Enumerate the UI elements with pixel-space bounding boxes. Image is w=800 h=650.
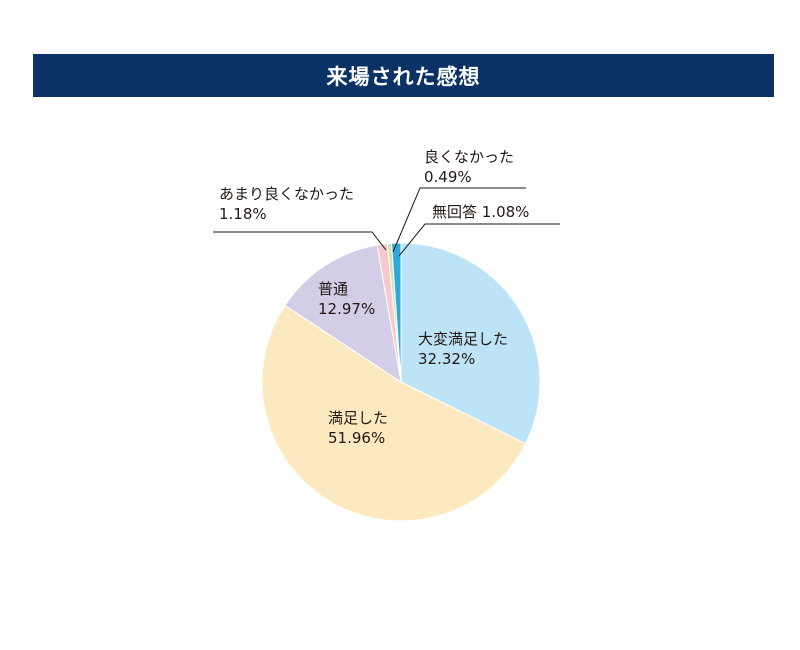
slice-5-value-label: 0.49% <box>424 168 472 186</box>
slice-3-wedge <box>284 244 402 384</box>
slice-2-name-label: 満足した <box>328 409 388 427</box>
slice-3-name-label: 普通 <box>318 280 348 298</box>
slice-1-wedge <box>400 242 541 445</box>
chart-title: 来場された感想 <box>326 64 481 89</box>
chart-title-bar: 来場された感想 <box>33 54 774 97</box>
slice-3-value-label: 12.97% <box>318 300 375 318</box>
slice-2-wedge <box>261 304 527 522</box>
slice-4-leader-line <box>213 231 387 251</box>
slice-6-leader-line <box>398 223 560 257</box>
slice-1-name-label: 大変満足した <box>418 330 508 348</box>
slice-4-name-label: あまり良くなかった <box>219 185 354 203</box>
slice-1-value-label: 32.32% <box>418 350 475 368</box>
slice-4-value-label: 1.18% <box>219 205 267 223</box>
slice-5-name-label: 良くなかった <box>424 148 514 166</box>
slice-6-label: 無回答 1.08% <box>432 203 529 221</box>
slice-2-value-label: 51.96% <box>328 429 385 447</box>
slice-5-leader-line <box>392 187 526 253</box>
